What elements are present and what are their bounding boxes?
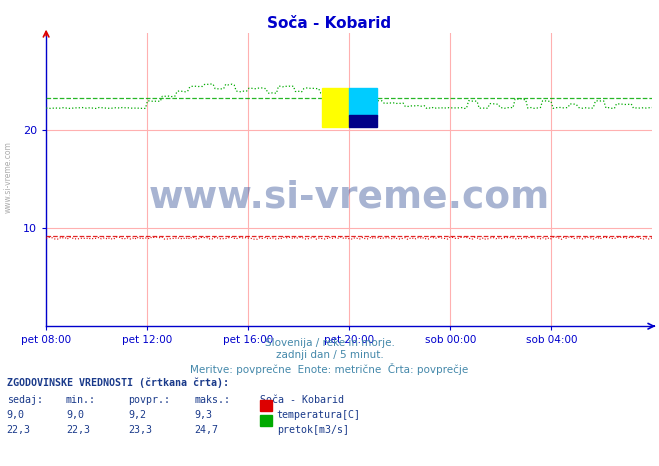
FancyBboxPatch shape [349, 88, 376, 116]
Text: www.si-vreme.com: www.si-vreme.com [3, 141, 13, 213]
Text: min.:: min.: [66, 395, 96, 405]
Text: povpr.:: povpr.: [129, 395, 171, 405]
FancyBboxPatch shape [349, 115, 376, 127]
Text: zadnji dan / 5 minut.: zadnji dan / 5 minut. [275, 350, 384, 360]
Text: www.si-vreme.com: www.si-vreme.com [149, 179, 550, 215]
FancyBboxPatch shape [322, 88, 349, 127]
Text: pretok[m3/s]: pretok[m3/s] [277, 425, 349, 435]
Text: Slovenija / reke in morje.: Slovenija / reke in morje. [264, 338, 395, 348]
Text: 9,3: 9,3 [194, 410, 212, 420]
Text: 9,0: 9,0 [7, 410, 24, 420]
Text: Soča - Kobarid: Soča - Kobarid [260, 395, 344, 405]
Text: 24,7: 24,7 [194, 425, 218, 435]
Text: 22,3: 22,3 [66, 425, 90, 435]
Text: maks.:: maks.: [194, 395, 231, 405]
Text: ZGODOVINSKE VREDNOSTI (črtkana črta):: ZGODOVINSKE VREDNOSTI (črtkana črta): [7, 377, 229, 388]
Text: sedaj:: sedaj: [7, 395, 43, 405]
Text: 9,2: 9,2 [129, 410, 146, 420]
Text: Meritve: povprečne  Enote: metrične  Črta: povprečje: Meritve: povprečne Enote: metrične Črta:… [190, 363, 469, 375]
Text: 22,3: 22,3 [7, 425, 30, 435]
Text: 23,3: 23,3 [129, 425, 152, 435]
Text: temperatura[C]: temperatura[C] [277, 410, 360, 420]
Text: Soča - Kobarid: Soča - Kobarid [268, 16, 391, 31]
Text: 9,0: 9,0 [66, 410, 84, 420]
